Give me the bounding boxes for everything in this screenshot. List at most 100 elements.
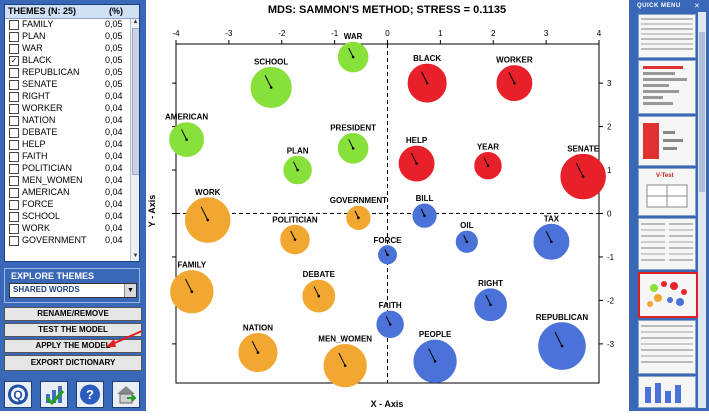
- theme-checkbox[interactable]: [9, 176, 19, 186]
- theme-row[interactable]: WAR 0,05: [5, 43, 129, 55]
- theme-name: MEN_WOMEN: [22, 175, 83, 185]
- theme-row[interactable]: FAITH 0,04: [5, 151, 129, 163]
- export-dictionary-button[interactable]: EXPORT DICTIONARY: [4, 355, 142, 371]
- data-point: [357, 216, 360, 220]
- bubble-pointer: [554, 331, 563, 347]
- thumb-8[interactable]: [638, 376, 696, 408]
- bubble-pointer: [545, 231, 552, 242]
- themes-scrollbar[interactable]: ▲ ▼: [130, 19, 139, 261]
- theme-pct: 0,04: [105, 211, 123, 221]
- theme-row[interactable]: FAMILY 0,05: [5, 19, 129, 31]
- bubble-pointer: [290, 230, 296, 240]
- theme-row[interactable]: ✓ BLACK 0,05: [5, 55, 129, 67]
- theme-row[interactable]: AMERICAN 0,04: [5, 187, 129, 199]
- theme-pct: 0,05: [105, 19, 123, 29]
- theme-pct: 0,04: [105, 235, 123, 245]
- theme-row[interactable]: SENATE 0,05: [5, 79, 129, 91]
- theme-pct: 0,05: [105, 79, 123, 89]
- theme-checkbox[interactable]: [9, 140, 19, 150]
- bubble-pointer: [200, 206, 209, 221]
- theme-checkbox[interactable]: [9, 128, 19, 138]
- theme-checkbox[interactable]: [9, 104, 19, 114]
- theme-pct: 0,05: [105, 55, 123, 65]
- theme-row[interactable]: DEBATE 0,04: [5, 127, 129, 139]
- bubble-label: PLAN: [287, 146, 309, 155]
- theme-row[interactable]: PLAN 0,05: [5, 31, 129, 43]
- data-point: [296, 168, 299, 172]
- thumb-7[interactable]: [638, 320, 696, 374]
- quick-menu-scroll-thumb[interactable]: [699, 32, 705, 192]
- theme-checkbox[interactable]: [9, 212, 19, 222]
- quick-menu-scrollbar[interactable]: [698, 12, 706, 408]
- scroll-up-icon[interactable]: ▲: [132, 19, 139, 25]
- chevron-down-icon[interactable]: ▼: [124, 284, 136, 297]
- bubble-label: FAITH: [379, 301, 402, 310]
- theme-checkbox[interactable]: [9, 152, 19, 162]
- theme-checkbox[interactable]: ✓: [9, 56, 19, 66]
- bubble-label: DEBATE: [303, 270, 336, 279]
- q-logo-button[interactable]: Q: [4, 381, 32, 408]
- theme-checkbox[interactable]: [9, 68, 19, 78]
- themes-header-pct[interactable]: (%): [109, 6, 123, 16]
- bubble-pointer: [293, 161, 299, 171]
- help-button[interactable]: ?: [76, 381, 104, 408]
- thumb-mds-selected[interactable]: [638, 272, 698, 318]
- data-point: [513, 81, 516, 85]
- theme-checkbox[interactable]: [9, 20, 19, 30]
- theme-pct: 0,05: [105, 67, 123, 77]
- home-exit-icon: [117, 386, 137, 404]
- theme-checkbox[interactable]: [9, 188, 19, 198]
- theme-pct: 0,04: [105, 127, 123, 137]
- theme-row[interactable]: FORCE 0,04: [5, 199, 129, 211]
- thumb-1[interactable]: [638, 14, 696, 58]
- chart-check-button[interactable]: [40, 381, 68, 408]
- theme-row[interactable]: HELP 0,04: [5, 139, 129, 151]
- theme-row[interactable]: REPUBLICAN 0,05: [5, 67, 129, 79]
- theme-checkbox[interactable]: [9, 32, 19, 42]
- theme-row[interactable]: WORKER 0,04: [5, 103, 129, 115]
- theme-row[interactable]: RIGHT 0,04: [5, 91, 129, 103]
- themes-header-name[interactable]: THEMES (N: 25): [8, 6, 77, 16]
- apply-model-button[interactable]: APPLY THE MODEL: [4, 339, 142, 353]
- data-point: [489, 303, 492, 307]
- bubble-pointer: [348, 139, 354, 149]
- scroll-down-icon[interactable]: ▼: [132, 253, 139, 259]
- theme-name: BLACK: [22, 55, 52, 65]
- theme-checkbox[interactable]: [9, 44, 19, 54]
- theme-checkbox[interactable]: [9, 236, 19, 246]
- theme-checkbox[interactable]: [9, 200, 19, 210]
- theme-checkbox[interactable]: [9, 164, 19, 174]
- scroll-thumb[interactable]: [132, 28, 139, 175]
- svg-text:?: ?: [86, 387, 94, 402]
- help-icon: ?: [80, 384, 100, 405]
- theme-checkbox[interactable]: [9, 80, 19, 90]
- data-point: [388, 323, 392, 326]
- thumb-3[interactable]: [638, 116, 696, 166]
- theme-checkbox[interactable]: [9, 224, 19, 234]
- theme-row[interactable]: GOVERNMENT 0,04: [5, 235, 129, 247]
- bubble-label: WORKER: [496, 56, 533, 65]
- data-point: [581, 175, 585, 178]
- thumb-2[interactable]: [638, 60, 696, 114]
- data-point: [433, 359, 437, 363]
- themes-list: FAMILY 0,05 PLAN 0,05 WAR 0,05 ✓ BLACK 0,05 REPUB…: [5, 19, 129, 247]
- rename-remove-button[interactable]: RENAME/REMOVE: [4, 307, 142, 321]
- bubble-pointer: [420, 208, 425, 216]
- theme-row[interactable]: NATION 0,04: [5, 115, 129, 127]
- test-model-button[interactable]: TEST THE MODEL: [4, 323, 142, 337]
- theme-checkbox[interactable]: [9, 92, 19, 102]
- theme-pct: 0,04: [105, 91, 123, 101]
- home-exit-button[interactable]: [112, 381, 140, 408]
- thumb-5[interactable]: [638, 218, 696, 270]
- thumb-vtest[interactable]: V-Test: [638, 168, 696, 216]
- explore-themes-select[interactable]: SHARED WORDS ▼: [9, 283, 137, 298]
- theme-row[interactable]: MEN_WOMEN 0,04: [5, 175, 129, 187]
- bubble-label: FAMILY: [178, 261, 207, 270]
- theme-row[interactable]: POLITICIAN 0,04: [5, 163, 129, 175]
- close-icon[interactable]: ✕: [694, 3, 700, 10]
- theme-checkbox[interactable]: [9, 116, 19, 126]
- theme-row[interactable]: SCHOOL 0,04: [5, 211, 129, 223]
- theme-name: REPUBLICAN: [22, 67, 80, 77]
- theme-row[interactable]: WORK 0,04: [5, 223, 129, 235]
- theme-name: FAITH: [22, 151, 48, 161]
